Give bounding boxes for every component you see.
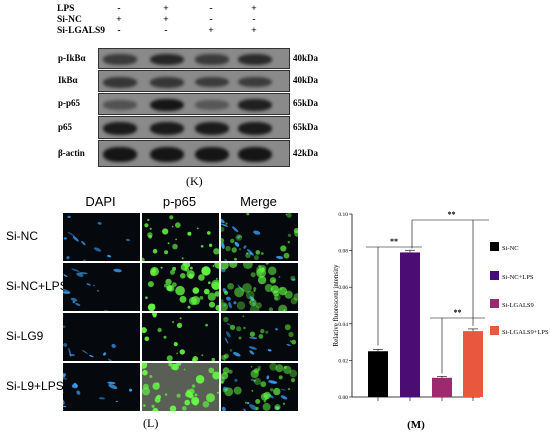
microscopy-image	[63, 263, 140, 311]
blot-band	[103, 54, 137, 65]
blot-strip	[98, 116, 290, 139]
bar	[432, 377, 452, 397]
blot-band	[195, 100, 229, 110]
y-tick-label: 0.02	[338, 358, 348, 364]
blot-band	[195, 54, 229, 65]
blot-band	[150, 76, 184, 88]
blot-band	[150, 98, 184, 112]
condition-sign: -	[209, 15, 213, 25]
condition-sign: -	[252, 15, 256, 25]
bar	[400, 252, 420, 397]
condition-sign: -	[164, 26, 168, 36]
legend-label: Si-NC+LPS	[502, 274, 534, 281]
kda-label: 65kDa	[293, 121, 319, 132]
y-axis-title: Relative fluorescent intensity	[332, 264, 340, 347]
row-label-si-l9-lps: Si-L9+LPS	[6, 379, 64, 393]
blot-band	[103, 76, 137, 88]
condition-sign: -	[117, 4, 121, 14]
legend-swatch	[490, 299, 499, 308]
blot-band	[150, 53, 184, 66]
microscopy-image	[63, 213, 140, 261]
kda-label: 42kDa	[293, 147, 319, 158]
blot-band	[195, 122, 229, 135]
significance-mark: **	[448, 210, 456, 219]
blot-band	[150, 122, 184, 135]
legend-label: Si-LGALS9+LPS	[502, 329, 549, 336]
kda-label: 40kDa	[293, 52, 319, 63]
microscopy-image	[221, 213, 298, 261]
western-blot-panel: LPS - + - + Si-NC + + - - Si-LGALS9- - + + p-IkBα 40kD…	[0, 0, 550, 192]
caption-k: (K)	[186, 174, 203, 188]
condition-sign: +	[163, 15, 169, 25]
blot-strip	[98, 70, 290, 92]
kda-label: 65kDa	[293, 98, 319, 108]
microscopy-image	[142, 363, 219, 411]
condition-sign: +	[208, 26, 214, 36]
bar-chart-panel: 0.00 0.02 0.04 0.06 0.08 0.10 Relative fluores…	[300, 192, 550, 435]
condition-label: LPS	[57, 4, 75, 14]
row-label-si-nc: Si-NC	[6, 229, 38, 243]
protein-label: p-IkBα	[58, 52, 86, 63]
microscopy-image	[142, 263, 219, 311]
bar	[463, 331, 483, 397]
row-label-si-nc-lps: Si-NC+LPS	[6, 279, 68, 293]
blot-strip	[98, 93, 290, 115]
y-tick-label: 0.06	[338, 285, 348, 291]
condition-sign: +	[251, 4, 257, 14]
microscopy-image	[221, 363, 298, 411]
protein-label: β-actin	[58, 147, 85, 158]
y-tick-label: 0.08	[338, 249, 348, 255]
legend-label: Si-NC	[502, 245, 519, 252]
condition-sign: +	[116, 15, 122, 25]
y-tick-label: 0.00	[338, 395, 348, 401]
protein-label: IkBα	[58, 75, 78, 85]
caption-l: (L)	[143, 416, 159, 430]
microscopy-image	[221, 313, 298, 361]
protein-label: p65	[58, 121, 73, 132]
microscopy-image	[221, 263, 298, 311]
row-label-si-lg9: Si-LG9	[6, 329, 44, 343]
bar-chart: 0.00 0.02 0.04 0.06 0.08 0.10 Relative fluores…	[332, 210, 549, 431]
condition-sign: -	[209, 4, 213, 14]
blot-strip	[98, 140, 290, 167]
column-header-pp65: p-p65	[162, 194, 197, 209]
blot-band	[238, 122, 272, 135]
microscopy-image	[142, 213, 219, 261]
blot-band	[103, 146, 137, 163]
legend-swatch	[490, 271, 499, 280]
condition-sign: -	[117, 26, 121, 36]
condition-label: Si-NC	[57, 15, 82, 25]
blot-band	[238, 53, 272, 65]
column-header-merge: Merge	[240, 194, 277, 209]
significance-mark: **	[454, 308, 462, 317]
y-tick-label: 0.10	[338, 212, 348, 218]
blot-band	[195, 146, 229, 163]
microscopy-panel: DAPI p-p65 Merge Si-NC Si-NC+LPS Si-LG9 …	[0, 192, 300, 435]
microscopy-image	[63, 313, 140, 361]
condition-sign: +	[251, 26, 257, 36]
blot-band	[238, 98, 272, 112]
blot-band	[103, 122, 137, 135]
caption-m: (M)	[407, 419, 425, 431]
kda-label: 40kDa	[293, 75, 319, 85]
bar	[368, 351, 388, 397]
microscopy-image	[142, 313, 219, 361]
microscopy-image	[63, 363, 140, 411]
significance-mark: **	[390, 237, 398, 246]
blot-band	[103, 100, 137, 110]
column-header-dapi: DAPI	[85, 194, 116, 209]
legend-swatch	[490, 326, 499, 335]
blot-band	[238, 76, 272, 88]
blot-band	[150, 146, 184, 163]
condition-label: Si-LGALS9	[57, 26, 106, 36]
condition-sign: +	[163, 4, 169, 14]
blot-band	[195, 76, 229, 88]
blot-band	[238, 146, 272, 163]
y-tick-label: 0.04	[338, 322, 348, 328]
legend-label: Si-LGALS9	[502, 302, 534, 309]
blot-strip	[98, 48, 290, 69]
legend-swatch	[490, 242, 499, 251]
protein-label: p-p65	[58, 98, 81, 108]
